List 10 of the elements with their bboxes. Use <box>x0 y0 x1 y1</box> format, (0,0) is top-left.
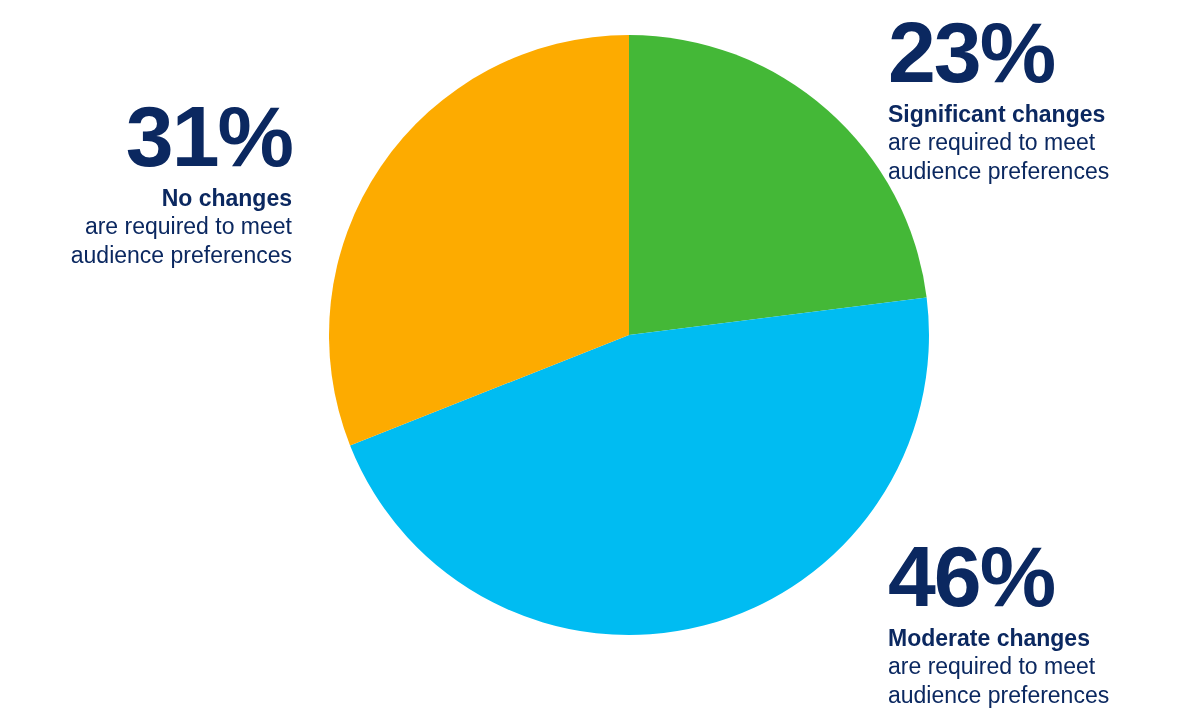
text: are required to meet audience preferences <box>69 212 292 270</box>
slice-label: Significant changes <box>888 100 1107 128</box>
slice-label: Moderate changes <box>888 624 1091 652</box>
data-label: 23% <box>888 4 1056 100</box>
slice-label: No changes <box>160 184 292 212</box>
data-label: 46% <box>888 528 1056 624</box>
text: are required to meet audience preferences <box>888 128 1111 186</box>
pie-slice <box>329 35 629 446</box>
text: are required to meet audience preferences <box>888 652 1111 710</box>
data-label: 31% <box>124 88 292 184</box>
